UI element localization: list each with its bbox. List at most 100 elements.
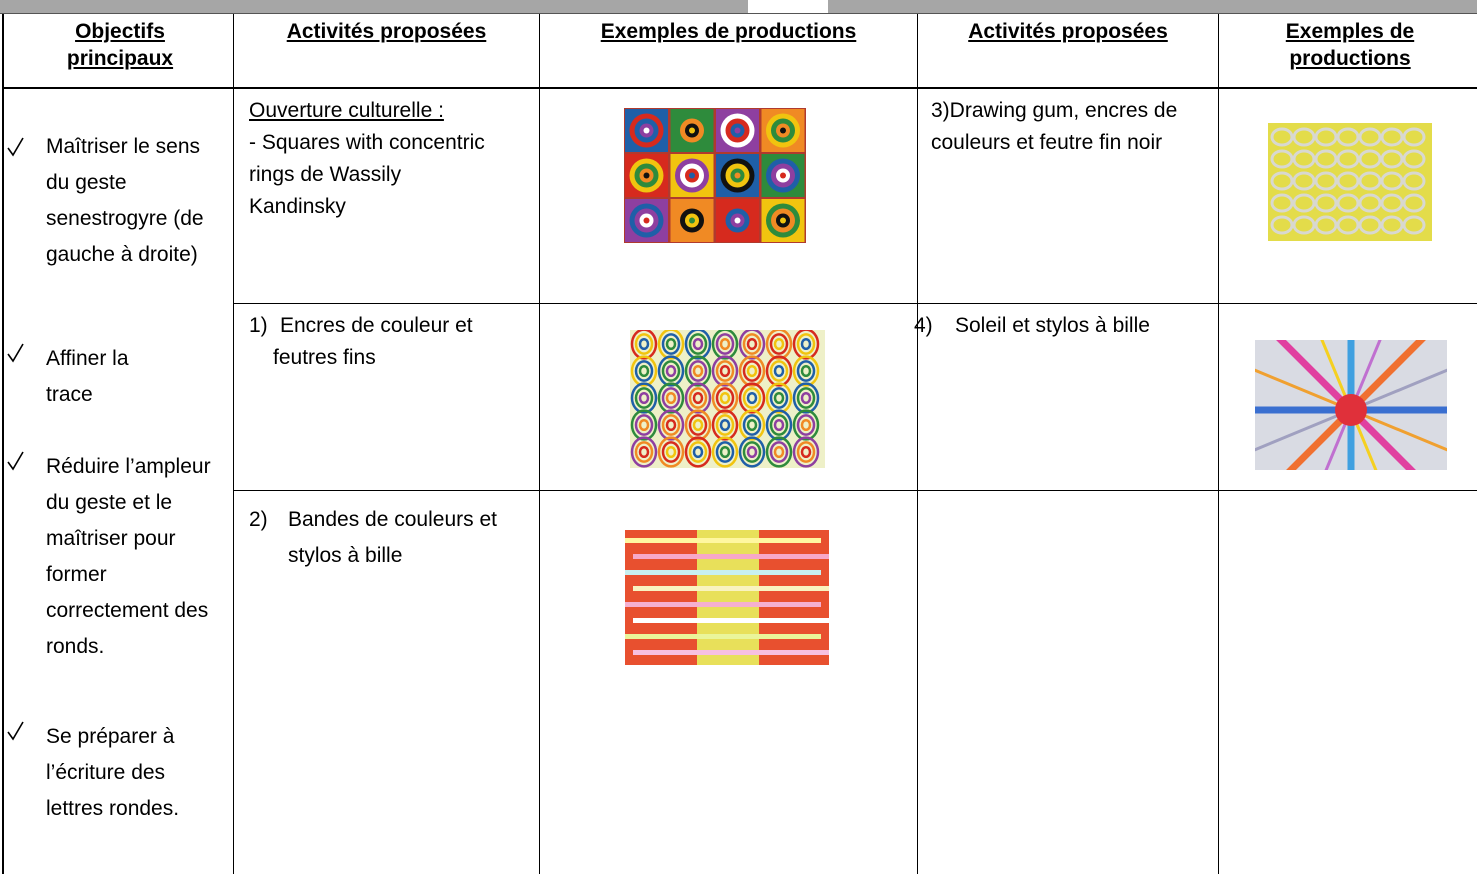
- oval: [634, 333, 654, 355]
- objective: Maîtriser le sens du geste senestrogyre …: [46, 135, 204, 266]
- oval: [715, 360, 735, 382]
- oval: [665, 337, 677, 351]
- top-bar: [0, 0, 1477, 14]
- oval: [765, 355, 793, 387]
- oval: [769, 360, 789, 382]
- oval: [684, 355, 712, 387]
- oval: [657, 355, 685, 387]
- oval: [792, 330, 820, 360]
- oval: [661, 414, 681, 436]
- photo-sun: [1255, 340, 1447, 470]
- oval: [711, 355, 739, 387]
- oval: [773, 391, 785, 405]
- oval: [742, 360, 762, 382]
- oval: [742, 414, 762, 436]
- oval: [638, 337, 650, 351]
- oval: [715, 441, 735, 463]
- oval: [661, 333, 681, 355]
- oval: [684, 330, 712, 360]
- activity-text: Soleil et stylos à bille: [955, 314, 1150, 337]
- oval: [800, 445, 812, 459]
- oval: [1270, 127, 1294, 147]
- oval: [738, 355, 766, 387]
- oval: [746, 391, 758, 405]
- oval: [1314, 149, 1338, 169]
- oval: [665, 418, 677, 432]
- border: [1218, 14, 1219, 874]
- ray: [1324, 409, 1353, 470]
- oval: [630, 409, 658, 441]
- oval: [657, 330, 685, 360]
- border: [233, 490, 1477, 491]
- oval: [773, 445, 785, 459]
- oval: [738, 436, 766, 468]
- ring: [643, 127, 650, 134]
- oval: [796, 387, 816, 409]
- oval: [665, 364, 677, 378]
- oval: [1358, 171, 1382, 191]
- border: [539, 14, 540, 874]
- ring: [780, 127, 786, 134]
- stripe: [625, 538, 821, 543]
- oval: [800, 364, 812, 378]
- oval: [746, 337, 758, 351]
- stripe: [633, 586, 829, 591]
- oval: [692, 337, 704, 351]
- oval: [765, 382, 793, 414]
- oval: [746, 364, 758, 378]
- oval: [692, 445, 704, 459]
- ray: [1348, 407, 1416, 470]
- oval: [769, 414, 789, 436]
- photo-kandinsky: [624, 108, 806, 243]
- oval: [638, 445, 650, 459]
- oval: [634, 414, 654, 436]
- header-cell: Exemples de productions: [600, 20, 857, 43]
- oval: [738, 330, 766, 360]
- oval: [1402, 149, 1426, 169]
- oval: [638, 418, 650, 432]
- ray: [1286, 407, 1354, 470]
- oval: [711, 330, 739, 360]
- oval: [1380, 127, 1404, 147]
- oval: [1336, 127, 1360, 147]
- oval: [638, 364, 650, 378]
- oval: [692, 391, 704, 405]
- oval: [773, 418, 785, 432]
- header-cell: Exemples de productions: [1285, 20, 1415, 70]
- oval: [1358, 149, 1382, 169]
- oval: [1292, 149, 1316, 169]
- oval: [711, 436, 739, 468]
- oval: [1314, 193, 1338, 213]
- oval: [630, 330, 658, 360]
- ring: [689, 172, 695, 179]
- oval: [638, 391, 650, 405]
- oval: [792, 436, 820, 468]
- stripe: [625, 602, 821, 607]
- oval: [688, 333, 708, 355]
- ring: [643, 217, 650, 224]
- oval: [1402, 171, 1426, 191]
- oval: [634, 387, 654, 409]
- checkmark: [7, 137, 24, 157]
- oval: [800, 337, 812, 351]
- oval: [657, 382, 685, 414]
- oval: [1292, 215, 1316, 235]
- oval: [1402, 193, 1426, 213]
- oval: [657, 409, 685, 441]
- oval: [715, 333, 735, 355]
- oval: [1314, 127, 1338, 147]
- oval: [769, 333, 789, 355]
- oval: [792, 409, 820, 441]
- oval: [665, 445, 677, 459]
- objective: Affiner la trace: [46, 347, 129, 406]
- activity-number: 2): [249, 508, 268, 531]
- header-cell: Activités proposées: [968, 20, 1168, 43]
- ray: [1348, 340, 1426, 413]
- oval: [765, 409, 793, 441]
- oval: [796, 441, 816, 463]
- oval: [684, 382, 712, 414]
- oval: [719, 445, 731, 459]
- objective: Se préparer à l’écriture des lettres ron…: [46, 725, 180, 820]
- oval: [1270, 193, 1294, 213]
